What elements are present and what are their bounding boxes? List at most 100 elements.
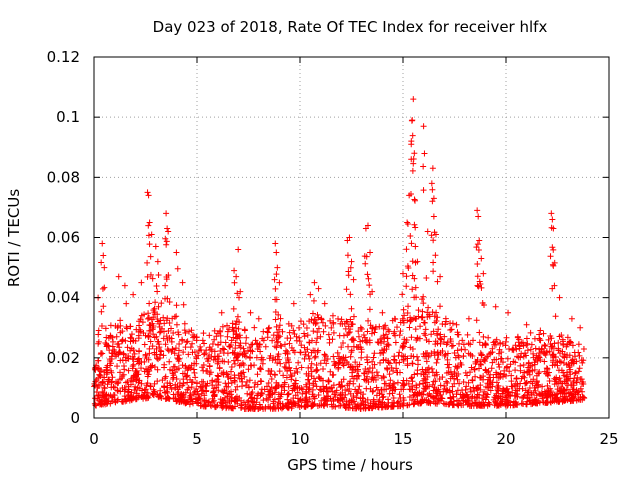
roti-point — [414, 353, 421, 360]
roti-point — [251, 362, 258, 369]
roti-point — [236, 375, 243, 382]
roti-point — [224, 328, 231, 335]
roti-point — [200, 367, 207, 374]
roti-point — [441, 385, 448, 392]
roti-point — [306, 318, 313, 325]
roti-point — [314, 349, 321, 356]
roti-point — [524, 391, 531, 398]
roti-point — [337, 320, 344, 327]
roti-point — [555, 347, 562, 354]
roti-point — [277, 360, 284, 367]
roti-point — [408, 375, 415, 382]
roti-point — [288, 405, 295, 412]
roti-point — [250, 405, 257, 412]
roti-point — [360, 370, 367, 377]
roti-point — [536, 354, 543, 361]
roti-point — [226, 389, 233, 396]
roti-point — [551, 340, 558, 347]
roti-peak-point — [404, 219, 411, 226]
roti-point — [518, 400, 525, 407]
roti-point — [338, 316, 345, 323]
roti-point — [539, 392, 546, 399]
roti-point — [545, 372, 552, 379]
roti-point — [503, 334, 510, 341]
roti-point — [353, 403, 360, 410]
roti-point — [215, 341, 222, 348]
roti-peak-point — [255, 315, 262, 322]
roti-point — [554, 390, 561, 397]
roti-point — [569, 342, 576, 349]
roti-point — [497, 370, 504, 377]
roti-point — [287, 399, 294, 406]
roti-point — [286, 329, 293, 336]
roti-point — [165, 272, 172, 279]
roti-point — [474, 241, 481, 248]
roti-point — [272, 316, 279, 323]
roti-point — [528, 341, 535, 348]
roti-point — [258, 386, 265, 393]
roti-point — [145, 356, 152, 363]
roti-point — [409, 360, 416, 367]
roti-point — [136, 385, 143, 392]
roti-point — [345, 268, 352, 275]
roti-point — [567, 390, 574, 397]
roti-point — [325, 393, 332, 400]
roti-point — [544, 365, 551, 372]
roti-point — [467, 385, 474, 392]
roti-point — [145, 222, 152, 229]
roti-point — [434, 356, 441, 363]
roti-point — [229, 394, 236, 401]
roti-peak-point — [273, 249, 280, 256]
roti-point — [370, 354, 377, 361]
roti-point — [232, 321, 239, 328]
roti-peak-point — [400, 270, 406, 277]
roti-point — [541, 342, 548, 349]
roti-peak-point — [437, 273, 444, 280]
roti-point — [193, 380, 200, 387]
roti-peak-point — [146, 219, 153, 226]
roti-point — [468, 364, 475, 371]
roti-point — [391, 380, 398, 387]
roti-point — [558, 332, 565, 339]
roti-point — [150, 392, 157, 399]
roti-point — [353, 394, 360, 401]
roti-point — [221, 358, 228, 365]
roti-point — [114, 387, 121, 394]
roti-point — [117, 317, 124, 324]
roti-point — [449, 320, 456, 327]
x-tick-label: 25 — [599, 430, 618, 448]
roti-peak-point — [523, 321, 530, 328]
roti-point — [105, 392, 112, 399]
roti-point — [331, 362, 338, 369]
roti-point — [521, 369, 528, 376]
roti-point — [168, 386, 175, 393]
roti-point — [210, 356, 217, 363]
roti-point — [522, 387, 529, 394]
roti-point — [569, 356, 576, 363]
roti-point — [437, 303, 444, 310]
roti-point — [283, 374, 290, 381]
roti-point — [95, 338, 102, 345]
roti-point — [296, 324, 303, 331]
roti-point — [288, 373, 295, 380]
roti-point — [330, 403, 337, 410]
roti-point — [275, 334, 282, 341]
roti-point — [302, 351, 309, 358]
roti-point — [223, 383, 230, 390]
roti-peak-point — [478, 255, 485, 262]
roti-point — [254, 371, 261, 378]
roti-point — [104, 362, 111, 369]
roti-point — [416, 390, 423, 397]
roti-peak-point — [476, 237, 483, 244]
roti-point — [346, 404, 353, 411]
roti-point — [579, 359, 586, 366]
roti-point — [526, 397, 533, 404]
roti-point — [365, 275, 372, 282]
roti-point — [580, 357, 587, 364]
roti-point — [530, 376, 537, 383]
roti-point — [567, 339, 574, 346]
roti-point — [166, 358, 173, 365]
roti-point — [563, 343, 570, 350]
roti-point — [390, 356, 397, 363]
roti-point — [183, 339, 190, 346]
